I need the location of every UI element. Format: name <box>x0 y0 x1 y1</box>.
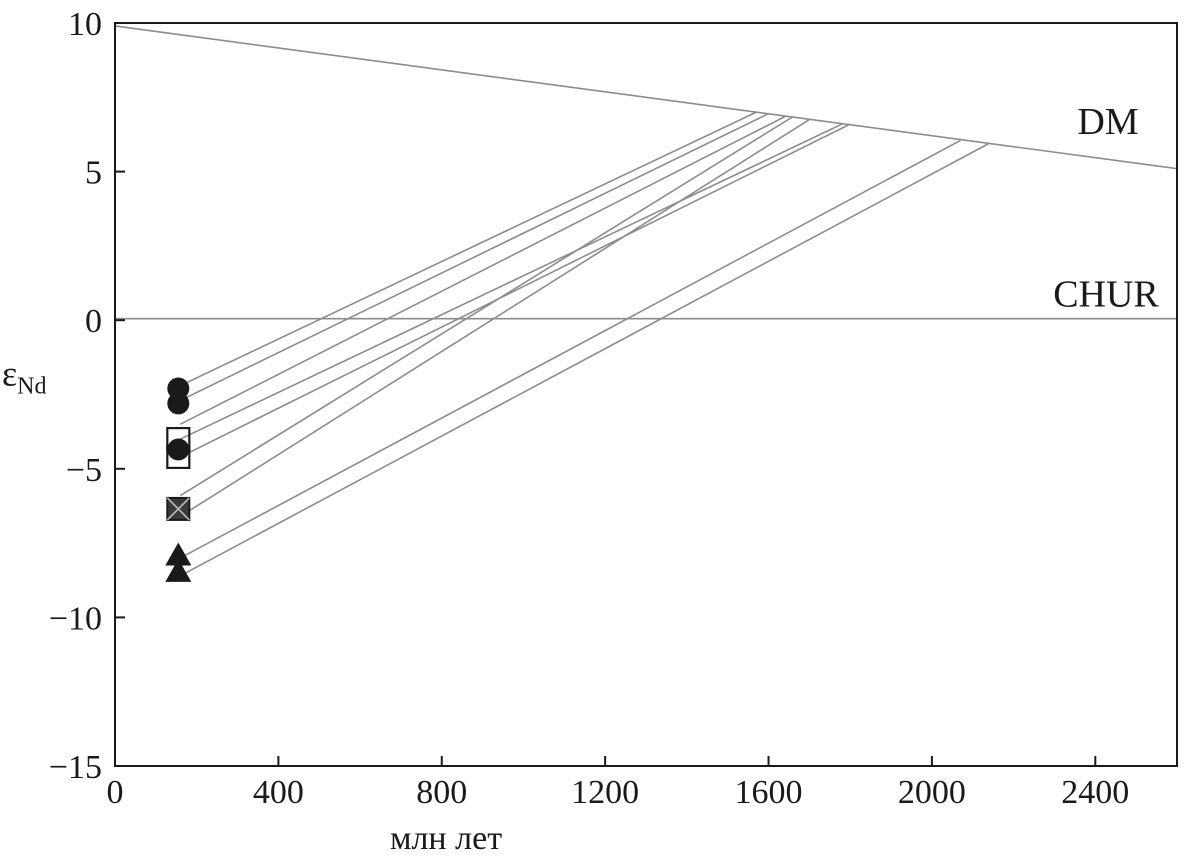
x-tick-label-800: 800 <box>416 774 467 811</box>
axes-group <box>114 22 1178 767</box>
chur-label: CHUR <box>1053 274 1159 316</box>
evolution-line-1 <box>180 111 757 387</box>
y-tick-label-1: 5 <box>85 155 102 192</box>
x-tick-label-400: 400 <box>253 774 304 811</box>
sample-markers-group <box>165 377 192 582</box>
y-tick-label-5: −15 <box>49 749 102 786</box>
evolution-line-5 <box>179 123 851 458</box>
evolution-line-8 <box>179 139 961 559</box>
y-axis-label-subscript: Nd <box>17 374 46 400</box>
x-tick-label-2400: 2400 <box>1061 774 1129 811</box>
labels-group: DM CHUR 0 400 800 1200 1600 2000 2400 10 5 0 −5 −10 −1… <box>2 6 1159 857</box>
x-tick-label-1600: 1600 <box>735 774 803 811</box>
sample-marker-6 <box>166 496 191 521</box>
dm-line <box>114 25 1178 170</box>
x-tick-label-1200: 1200 <box>571 774 639 811</box>
y-axis-label: εNd <box>2 354 46 400</box>
evolution-line-6 <box>179 115 794 497</box>
evolution-lines-group <box>179 111 990 577</box>
evolution-line-2 <box>180 112 769 402</box>
evolution-line-4 <box>180 123 843 440</box>
sample-marker-8 <box>165 558 192 582</box>
sample-marker-5 <box>167 438 190 461</box>
x-axis-label: млн лет <box>390 820 502 857</box>
x-tick-label-2000: 2000 <box>898 774 966 811</box>
y-tick-label-4: −10 <box>49 600 102 637</box>
plot-frame <box>114 22 1178 767</box>
sample-marker-7 <box>165 542 192 566</box>
sample-marker-2 <box>167 392 190 415</box>
evolution-line-9 <box>179 142 990 577</box>
sample-marker-6-cross-b <box>166 497 190 521</box>
y-tick-label-2: 0 <box>85 303 102 340</box>
dm-label: DM <box>1077 101 1138 143</box>
evolution-line-3 <box>179 115 786 425</box>
reference-lines-group <box>114 25 1178 320</box>
y-tick-label-0: 10 <box>68 6 102 43</box>
x-tick-label-0: 0 <box>107 774 124 811</box>
y-axis-label-main: ε <box>2 354 17 394</box>
y-tick-label-3: −5 <box>66 452 102 489</box>
